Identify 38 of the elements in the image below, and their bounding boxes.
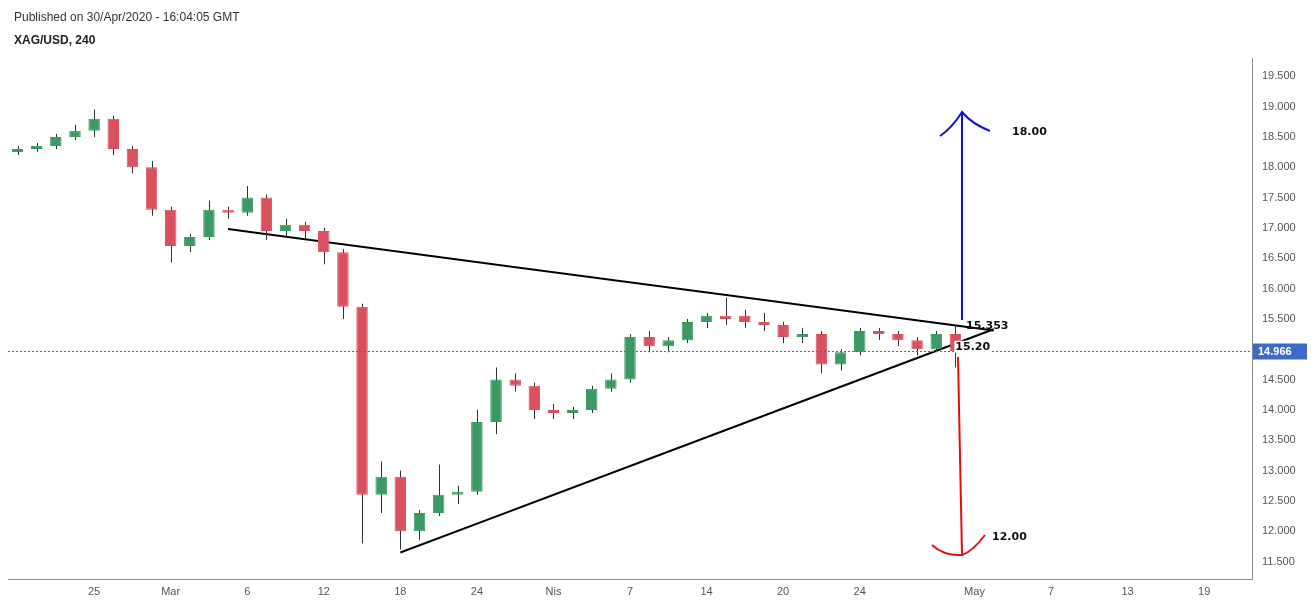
x-tick-label: 13 [1121,585,1134,598]
y-tick-label: 14.500 [1262,372,1296,385]
y-tick-label: 11.500 [1262,554,1295,567]
x-tick-label: 7 [626,585,634,598]
x-tick-label: 14 [700,585,713,598]
x-tick-label: 18 [394,585,407,598]
x-tick-label: 12 [317,585,330,598]
y-tick-label: 17.500 [1262,190,1296,203]
annotation: 15.20 [955,339,991,353]
y-tick-label: 16.000 [1262,281,1296,294]
chart-title: XAG/USD, 240 [14,33,96,47]
text: Published on 30/Apr/2020 - 16:04:05 GMT [14,10,240,24]
x-tick-label: 20 [776,585,790,598]
x-tick-label: 24 [853,585,866,598]
annotation: 12.00 [992,529,1028,543]
y-tick-label: 15.500 [1262,311,1296,324]
annotation: 15.353 [966,318,1009,332]
y-tick-label: 12.000 [1262,524,1296,537]
ref-line-label: 14.966 [1258,344,1292,357]
x-tick-label: 25 [88,585,101,598]
x-tick-label: 19 [1198,585,1211,598]
y-tick-label: 13.500 [1262,433,1296,446]
y-tick-label: 13.000 [1262,463,1296,476]
y-tick-label: 14.000 [1262,402,1296,415]
x-tick-label: Mar [161,585,181,598]
y-tick-label: 18.500 [1262,129,1296,142]
y-tick-label: 18.000 [1262,160,1296,173]
y-tick-label: 17.000 [1262,220,1296,233]
y-tick-label: 16.500 [1262,251,1296,264]
x-tick-label: 6 [244,585,251,598]
annotation: 18.00 [1012,124,1048,138]
y-tick-label: 19.500 [1262,69,1296,82]
x-tick-label: 7 [1047,585,1055,598]
x-tick-label: Nis [545,585,562,598]
x-tick-label: May [964,585,986,598]
y-tick-label: 12.500 [1262,493,1296,506]
x-tick-label: 24 [470,585,484,598]
y-tick-label: 19.000 [1262,99,1296,112]
